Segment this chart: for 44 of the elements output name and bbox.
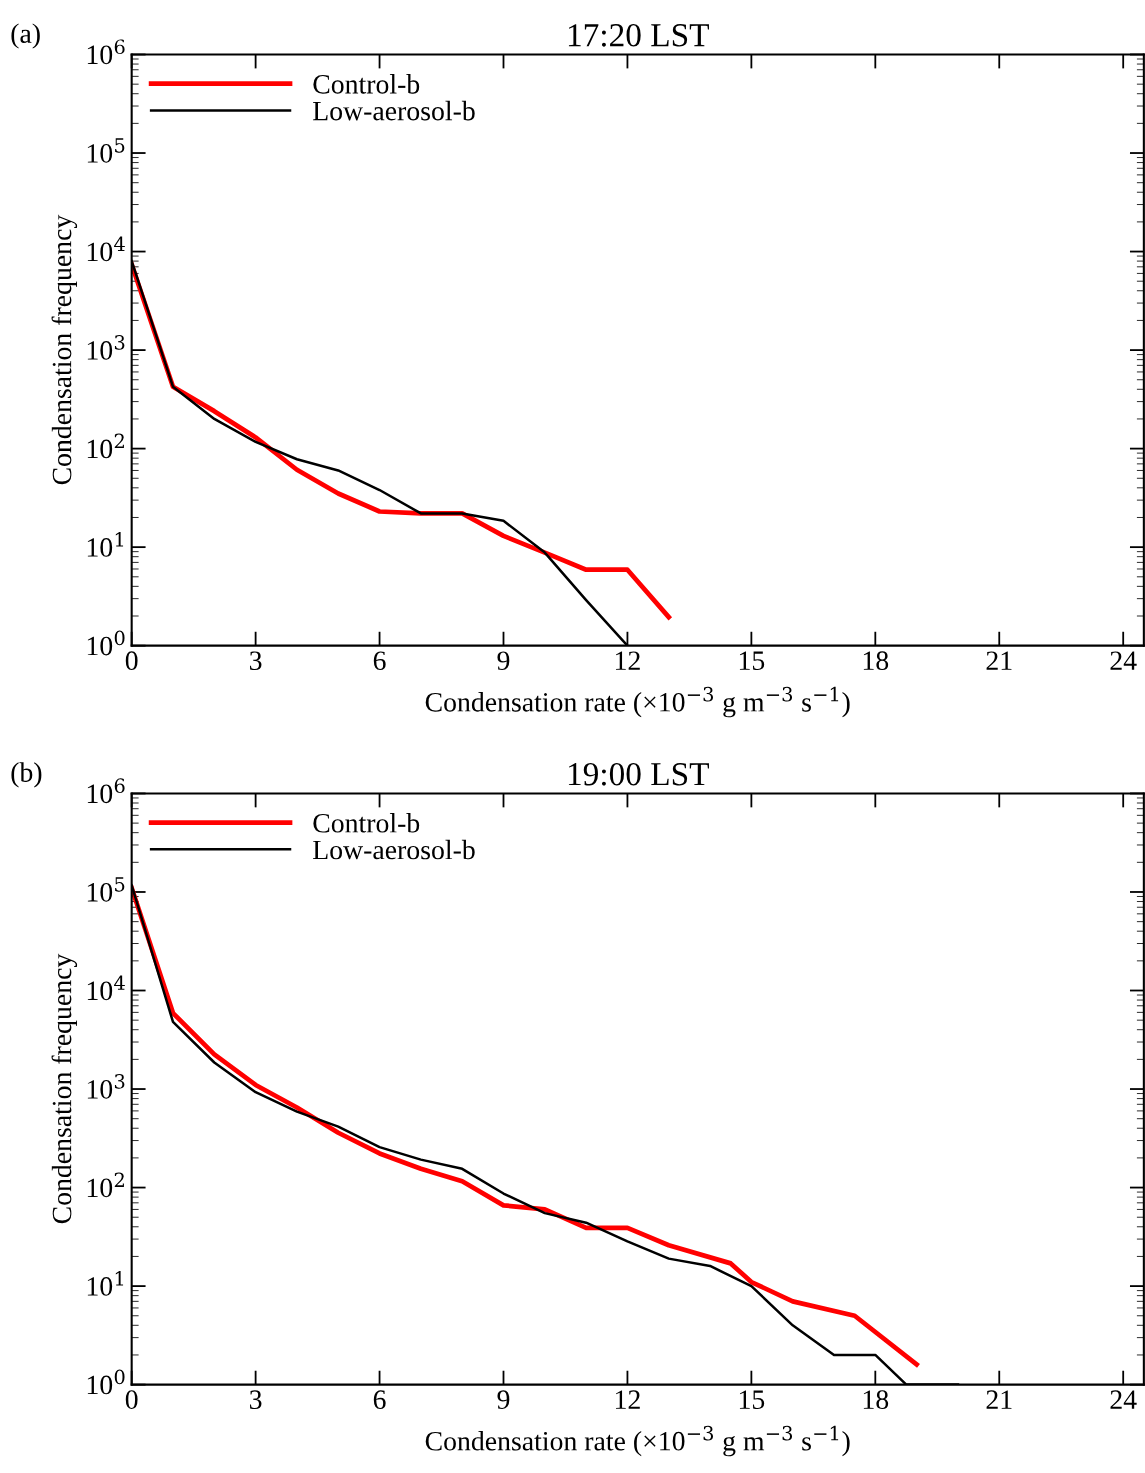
x-tick-label: 24 [1110, 651, 1137, 670]
x-tick-label: 21 [986, 1390, 1012, 1409]
y-axis-title: Condensation frequency [51, 953, 78, 1224]
x-axis-title: Condensation rate (×10$^{−3}$ g m$^{−3}$ s$^{−1}$) [425, 1425, 850, 1457]
legend-label: Control-b [313, 74, 420, 94]
x-tick-label: 6 [373, 1390, 386, 1410]
y-tick-label: 10$^{4}$ [87, 975, 125, 1001]
y-tick-label: 10$^{1}$ [87, 1271, 124, 1296]
chart-title: 19:00 LST [568, 762, 709, 786]
x-tick-label: 24 [1110, 1390, 1137, 1409]
x-tick-label: 9 [497, 651, 510, 671]
y-tick-label: 10$^{5}$ [87, 138, 125, 163]
y-tick-label: 10$^{1}$ [87, 532, 124, 557]
y-tick-label: 10$^{3}$ [87, 335, 125, 360]
y-tick-label: 10$^{2}$ [87, 1172, 124, 1198]
legend-label: Control-b [313, 813, 420, 833]
chart-title: 17:20 LST [568, 24, 709, 47]
y-tick-label: 10$^{3}$ [87, 1073, 125, 1099]
x-tick-label: 18 [863, 651, 889, 671]
y-tick-label: 10$^{6}$ [87, 39, 125, 65]
x-tick-label: 3 [250, 651, 262, 671]
x-tick-label: 12 [615, 651, 640, 670]
x-tick-label: 3 [250, 1390, 262, 1410]
text: (a) [11, 23, 40, 49]
y-tick-label: 10$^{0}$ [87, 1369, 125, 1395]
legend-label: Low-aerosol-b [313, 839, 475, 860]
y-tick-label: 10$^{4}$ [87, 236, 125, 262]
x-tick-label: 0 [125, 651, 138, 671]
x-tick-label: 9 [497, 1390, 510, 1410]
text: (b) [11, 762, 42, 788]
y-tick-label: 10$^{0}$ [87, 630, 125, 656]
x-tick-label: 12 [615, 1390, 640, 1409]
x-axis-title: Condensation rate (×10$^{−3}$ g m$^{−3}$ s$^{−1}$) [425, 686, 850, 718]
x-tick-label: 21 [986, 651, 1012, 670]
x-tick-label: 15 [739, 1390, 765, 1410]
x-tick-label: 6 [373, 651, 386, 671]
legend-label: Low-aerosol-b [313, 100, 475, 121]
x-tick-label: 15 [739, 651, 765, 671]
x-tick-label: 0 [125, 1390, 138, 1410]
y-tick-label: 10$^{5}$ [87, 877, 125, 902]
y-tick-label: 10$^{6}$ [87, 778, 125, 804]
y-tick-label: 10$^{2}$ [87, 433, 124, 459]
x-tick-label: 18 [863, 1390, 889, 1410]
y-axis-title: Condensation frequency [51, 214, 78, 485]
